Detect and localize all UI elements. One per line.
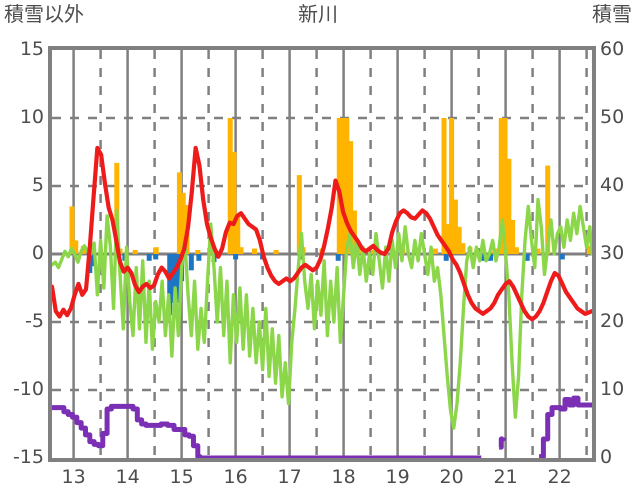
right-tick-label: 60 (600, 38, 625, 60)
right-axis-ticks: 60 50 40 30 20 10 0 (600, 40, 636, 467)
plot-area (48, 46, 596, 462)
x-axis-ticks: 13 14 15 16 17 18 19 20 21 22 (48, 466, 596, 496)
right-tick-label: 10 (600, 378, 625, 400)
purple-line-segment (539, 395, 592, 458)
x-tick-label: 15 (169, 466, 194, 488)
right-tick-label: 40 (600, 174, 625, 196)
right-tick-label: 50 (600, 106, 625, 128)
left-tick-label: 15 (19, 38, 44, 60)
right-axis-title: 積雪 (592, 2, 632, 26)
right-tick-label: 0 (600, 446, 613, 468)
left-tick-label: 0 (31, 242, 44, 264)
x-tick-label: 21 (493, 466, 518, 488)
purple-line-segment (498, 436, 506, 450)
x-tick-label: 19 (385, 466, 410, 488)
x-tick-label: 14 (115, 466, 140, 488)
left-tick-label: -15 (12, 446, 44, 468)
left-axis-title: 積雪以外 (4, 2, 84, 26)
left-tick-label: -5 (25, 310, 44, 332)
red-line (52, 145, 592, 322)
x-tick-label: 16 (223, 466, 248, 488)
x-tick-label: 17 (277, 466, 302, 488)
purple-line-segment (52, 403, 203, 458)
page-title: 新川 (298, 2, 338, 26)
x-tick-label: 20 (439, 466, 464, 488)
x-tick-label: 22 (547, 466, 572, 488)
left-tick-label: 5 (31, 174, 44, 196)
left-tick-label: 10 (19, 106, 44, 128)
x-tick-label: 18 (331, 466, 356, 488)
right-tick-label: 30 (600, 242, 625, 264)
left-axis-ticks: 15 10 5 0 -5 -10 -15 (0, 40, 44, 467)
right-tick-label: 20 (600, 310, 625, 332)
x-tick-label: 13 (61, 466, 86, 488)
chart-canvas (52, 50, 592, 458)
left-tick-label: -10 (12, 378, 44, 400)
green-line (52, 197, 592, 430)
